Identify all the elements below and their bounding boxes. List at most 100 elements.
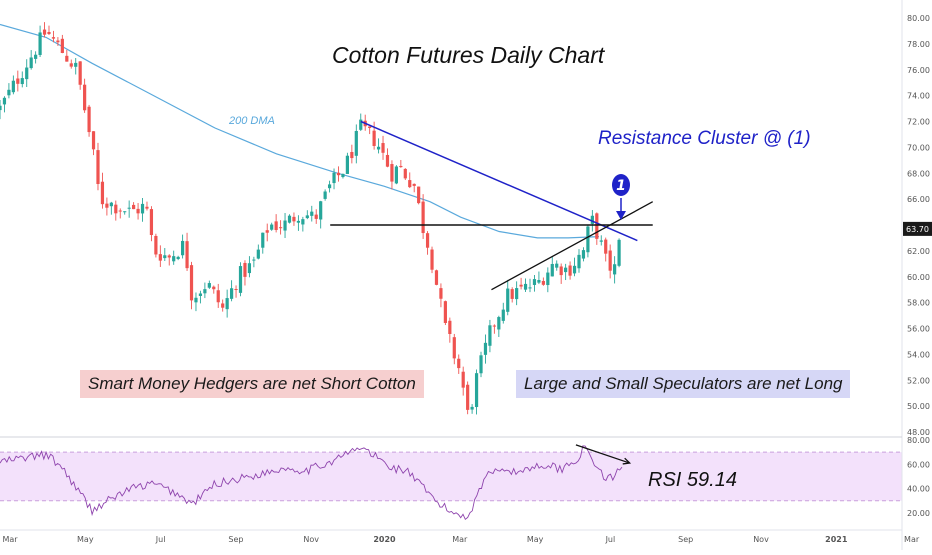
price-tick-label: 62.00 bbox=[907, 247, 930, 256]
candle bbox=[234, 285, 238, 298]
candle bbox=[283, 213, 287, 238]
candle bbox=[537, 271, 541, 285]
candle bbox=[345, 152, 349, 175]
candle-body bbox=[256, 249, 260, 259]
rsi-value-label: RSI 59.14 bbox=[648, 469, 737, 491]
candle-body bbox=[412, 183, 416, 186]
candle-body bbox=[203, 289, 207, 294]
candle bbox=[140, 197, 145, 222]
candle bbox=[372, 121, 376, 150]
candle bbox=[42, 22, 47, 38]
candle bbox=[287, 214, 292, 224]
candle bbox=[189, 261, 194, 310]
candle bbox=[608, 244, 612, 279]
candle-body bbox=[506, 288, 510, 312]
candle-body bbox=[581, 250, 586, 259]
candle-body bbox=[78, 61, 82, 85]
candle bbox=[550, 256, 554, 277]
rsi-divergence-arrow-head bbox=[622, 457, 632, 465]
candle bbox=[301, 216, 305, 232]
candle bbox=[461, 366, 465, 396]
candle-body bbox=[532, 279, 537, 285]
candle bbox=[114, 200, 118, 221]
candle-body bbox=[434, 270, 439, 285]
price-tick-label: 56.00 bbox=[907, 325, 930, 334]
candle-body bbox=[283, 220, 287, 231]
candle bbox=[74, 58, 78, 75]
candle-body bbox=[425, 233, 430, 248]
candle bbox=[212, 285, 216, 294]
descending-resistance-line bbox=[360, 120, 638, 242]
time-tick-label: Jul bbox=[155, 535, 166, 544]
candle-body bbox=[590, 215, 594, 224]
candle bbox=[216, 283, 220, 308]
candle bbox=[11, 75, 15, 95]
candle-body bbox=[550, 263, 554, 277]
candle bbox=[483, 334, 488, 364]
candle bbox=[613, 256, 617, 284]
candle-body bbox=[296, 220, 301, 223]
candle-body bbox=[319, 201, 323, 220]
candle bbox=[470, 404, 474, 414]
candle-body bbox=[572, 265, 577, 274]
candle bbox=[564, 263, 568, 281]
candle bbox=[421, 194, 425, 239]
rsi-tick-label: 80.00 bbox=[907, 436, 930, 445]
candle-body bbox=[457, 358, 461, 369]
candle bbox=[408, 172, 412, 189]
candle-body bbox=[368, 126, 372, 128]
time-tick-label: Mar bbox=[452, 535, 468, 544]
candle bbox=[417, 186, 421, 205]
candle-body bbox=[577, 254, 581, 269]
candle bbox=[546, 267, 550, 293]
candle-body bbox=[274, 221, 278, 230]
candle bbox=[198, 290, 203, 304]
chart-title: Cotton Futures Daily Chart bbox=[332, 42, 605, 68]
candle bbox=[194, 292, 198, 312]
candle bbox=[604, 237, 608, 262]
candle-body bbox=[559, 266, 563, 276]
dma-label: 200 DMA bbox=[229, 115, 275, 127]
candle-body bbox=[65, 55, 69, 62]
candle bbox=[176, 255, 180, 261]
candle-body bbox=[523, 283, 528, 290]
candle-body bbox=[91, 131, 96, 150]
candle bbox=[261, 232, 265, 254]
price-tick-label: 52.00 bbox=[907, 376, 930, 385]
candle bbox=[172, 250, 176, 265]
candle-body bbox=[167, 255, 171, 258]
candle-body bbox=[198, 293, 203, 296]
time-tick-label: Sep bbox=[678, 535, 693, 544]
candle bbox=[430, 246, 434, 274]
candle-body bbox=[7, 89, 11, 96]
candle-body bbox=[488, 325, 492, 346]
candle bbox=[354, 124, 358, 164]
rsi-line bbox=[0, 445, 623, 521]
candle-body bbox=[270, 224, 274, 230]
candle-body bbox=[341, 173, 345, 178]
candle bbox=[341, 173, 345, 179]
candle bbox=[225, 289, 229, 318]
candle-body bbox=[287, 215, 292, 223]
candle bbox=[96, 142, 100, 191]
candle bbox=[390, 160, 394, 190]
candle bbox=[305, 210, 309, 220]
price-tick-label: 68.00 bbox=[907, 169, 930, 178]
candle bbox=[105, 197, 109, 216]
candle-body bbox=[372, 130, 376, 146]
candle bbox=[154, 233, 158, 258]
candle-body bbox=[381, 143, 385, 153]
candle-body bbox=[194, 297, 198, 303]
price-tick-label: 76.00 bbox=[907, 66, 930, 75]
candle-body bbox=[60, 38, 64, 53]
candle-body bbox=[145, 206, 149, 209]
candle bbox=[599, 235, 603, 246]
candle bbox=[185, 232, 189, 271]
price-tick-label: 66.00 bbox=[907, 195, 930, 204]
candle-body bbox=[216, 290, 220, 303]
candle-body bbox=[336, 172, 341, 176]
candle bbox=[292, 212, 296, 226]
candle bbox=[586, 224, 590, 258]
